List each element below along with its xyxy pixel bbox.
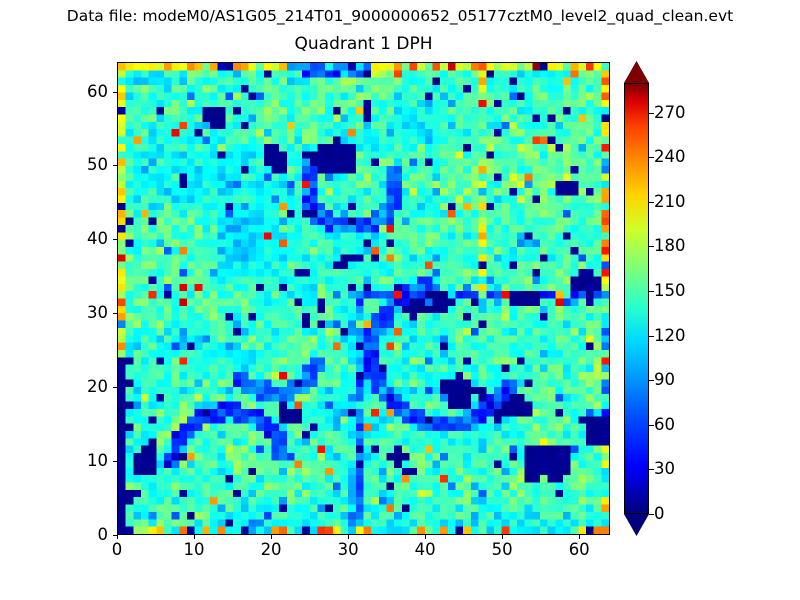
colorbar-tick-mark — [649, 514, 654, 515]
colorbar-tick-label: 0 — [654, 504, 665, 523]
colorbar-tick-label: 180 — [654, 236, 686, 256]
data-file-label: Data file: modeM0/AS1G05_214T01_90000006… — [66, 7, 734, 25]
y-tick-mark — [113, 387, 117, 389]
y-tick-mark — [113, 461, 117, 463]
y-tick-label: 40 — [87, 229, 108, 249]
colorbar-tick-label: 90 — [654, 370, 675, 390]
y-tick-label: 60 — [87, 81, 108, 101]
colorbar-tick-mark — [649, 112, 654, 114]
x-tick-mark — [194, 535, 196, 539]
colorbar-gradient[interactable] — [624, 83, 649, 514]
x-tick-mark — [348, 535, 350, 539]
colorbar-tick-label: 240 — [654, 147, 686, 167]
colorbar-tick-label: 270 — [654, 102, 686, 122]
y-tick-label: 10 — [87, 451, 108, 471]
x-tick-label: 30 — [337, 540, 359, 559]
colorbar-over-arrow — [624, 62, 649, 83]
x-tick-label: 60 — [568, 540, 590, 559]
x-tick-mark — [425, 535, 427, 539]
y-tick-label: 30 — [87, 303, 108, 323]
colorbar-tick-mark — [649, 469, 654, 471]
y-tick-label: 50 — [87, 155, 108, 175]
x-tick-label: 10 — [183, 540, 205, 559]
x-tick-label: 50 — [491, 540, 513, 559]
colorbar-tick-mark — [649, 335, 654, 337]
x-tick-label: 20 — [260, 540, 282, 559]
colorbar-tick-label: 150 — [654, 281, 686, 301]
colorbar-tick-label: 120 — [654, 325, 686, 345]
y-tick-mark — [113, 313, 117, 315]
colorbar-tick-mark — [649, 424, 654, 426]
y-tick-mark — [113, 91, 117, 93]
x-tick-label: 0 — [111, 540, 123, 559]
colorbar-tick-mark — [649, 246, 654, 248]
y-tick-mark — [113, 535, 117, 536]
colorbar-tick-mark — [649, 157, 654, 159]
y-tick-mark — [113, 239, 117, 241]
colorbar-tick-mark — [649, 380, 654, 382]
colorbar-tick-label: 30 — [654, 459, 675, 479]
page-title: Quadrant 1 DPH — [294, 34, 433, 54]
colorbar[interactable] — [624, 61, 654, 536]
x-tick-mark — [579, 535, 581, 539]
colorbar-under-arrow — [624, 514, 649, 535]
x-tick-mark — [271, 535, 273, 539]
x-tick-label: 40 — [414, 540, 436, 559]
y-tick-label: 20 — [87, 377, 108, 397]
colorbar-tick-mark — [649, 291, 654, 293]
colorbar-tick-label: 60 — [654, 414, 675, 434]
y-tick-mark — [113, 165, 117, 167]
colorbar-tick-mark — [649, 201, 654, 203]
x-tick-mark — [502, 535, 504, 539]
detector-heatmap-image[interactable] — [118, 63, 609, 534]
x-tick-mark — [117, 535, 118, 539]
y-tick-label: 0 — [97, 525, 109, 544]
heatmap-axes[interactable] — [117, 62, 610, 535]
colorbar-tick-label: 210 — [654, 191, 686, 211]
